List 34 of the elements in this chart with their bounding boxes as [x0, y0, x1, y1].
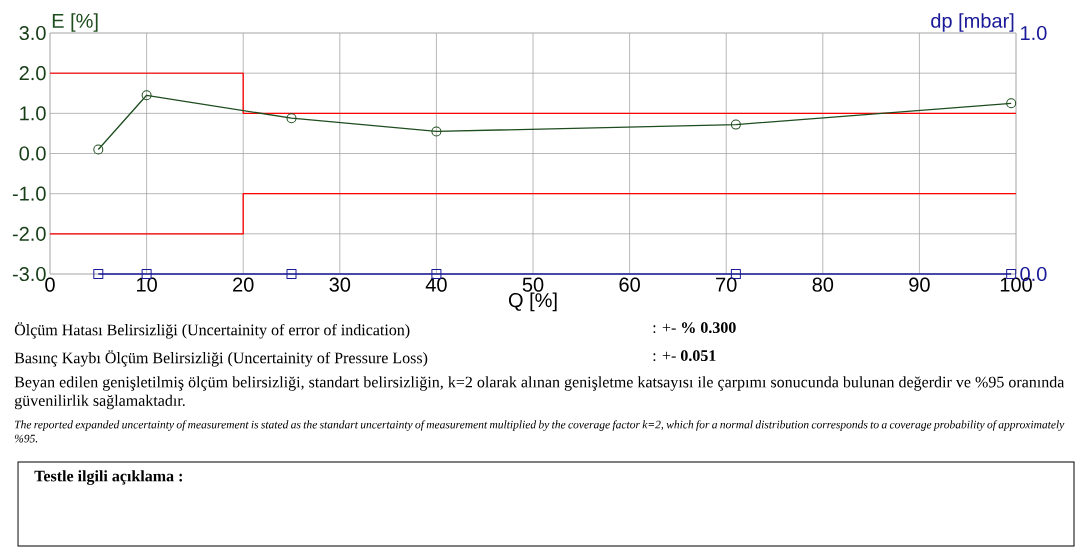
text: Ölçüm Hatası Belirsizliği (Uncertainity of error of indication): [14, 322, 410, 339]
x-tick-label: 40: [425, 277, 447, 292]
x-tick-label: 30: [329, 277, 351, 292]
x-tick-label: 50: [522, 277, 544, 292]
y-tick-label: 2.0: [19, 66, 46, 81]
y-tick-label: 0.0: [19, 146, 46, 161]
x-tick-label: 10: [137, 277, 157, 292]
point: [730, 119, 741, 130]
x-tick-label: 0: [45, 277, 55, 292]
point: [1006, 98, 1017, 109]
point: [431, 126, 442, 137]
y-axis-title: E [%]: [52, 13, 98, 32]
x-tick-label: 60: [619, 277, 640, 292]
y2-axis-title: dp [mbar]: [931, 13, 1014, 32]
y-tick-label: 1.0: [20, 106, 46, 121]
text: : +- % 0.300: [653, 322, 736, 334]
text: Basınç Kaybı Ölçüm Belirsizliği (Uncertainity of Pressure Loss): [14, 350, 428, 367]
x-tick-label: 20: [233, 277, 254, 292]
x-tick-label: 70: [716, 277, 737, 292]
point: [141, 90, 152, 101]
x-axis-title: Q [%]: [508, 292, 557, 312]
y-tick-label: -2.0: [12, 226, 46, 241]
text: Beyan edilen genişletilmiş ölçüm belirsizliği, standart belirsizliğin, k=2 olarak alınan genişletme katsayısı ile çarpımı sonucunda bulunan değerdir ve %95 oranında güvenilirlik sağlamaktadır.: [14, 376, 1065, 410]
y-tick-label: -3.0: [12, 266, 46, 282]
text: Testle ilgili açıklama :: [34, 470, 182, 485]
x-tick-label: 80: [812, 277, 834, 292]
y-tick-label: 3.0: [19, 25, 46, 41]
text: : +- 0.051: [653, 350, 716, 362]
x-tick-label: 90: [909, 277, 930, 292]
text: The reported expanded uncertainty of measurement is stated as the standart uncertainty of measurement multiplied by the coverage factor k=2, which for a normal distribution corresponds to a coverage probability of approximately %95.: [14, 420, 1065, 443]
point: [286, 113, 297, 124]
point: [93, 144, 104, 155]
y2-tick-label: 1.0: [1021, 25, 1047, 41]
y-tick-label: -1.0: [12, 186, 46, 201]
